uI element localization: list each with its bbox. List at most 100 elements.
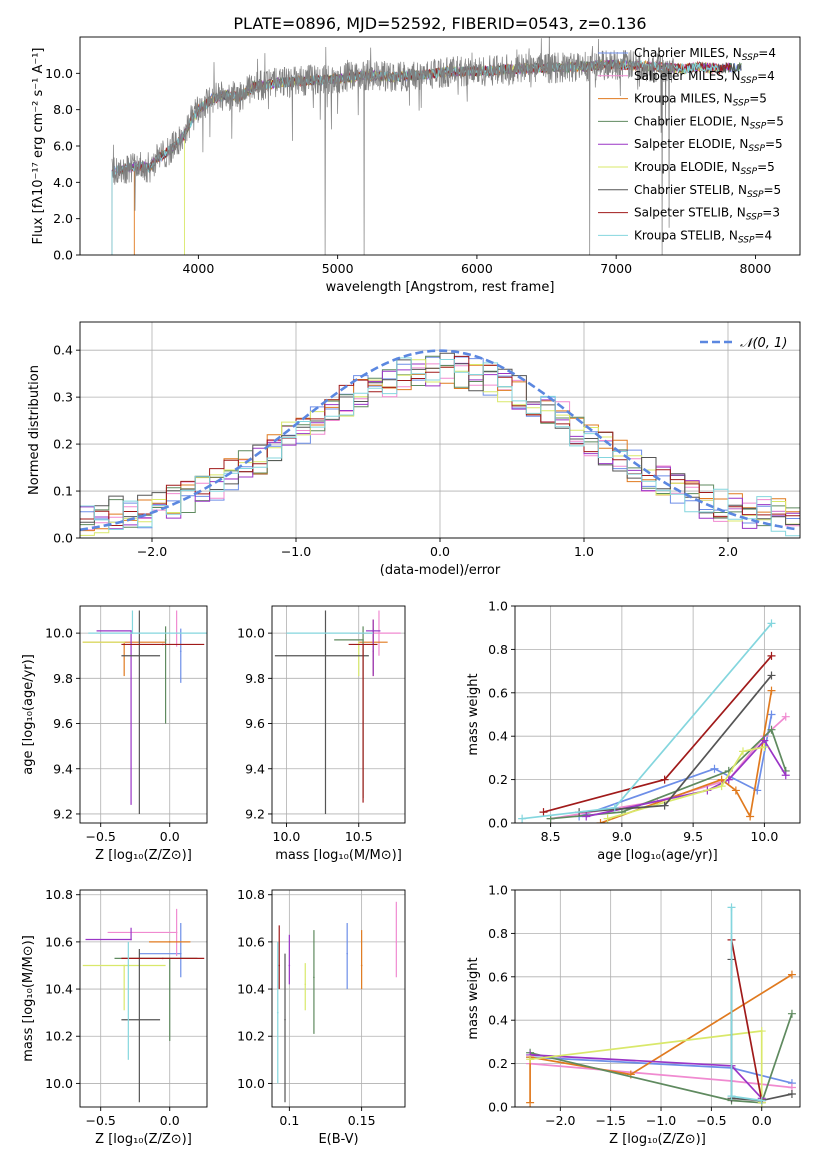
marker-kroupa-stelib: [610, 803, 619, 812]
x-tick-label: 10.5: [345, 829, 373, 844]
errorbar-chabrier-elodie: [313, 930, 315, 1034]
y-tick-label: 0.8: [488, 642, 508, 657]
axes-frame: [271, 605, 406, 824]
plot-area: [111, 37, 742, 255]
errorbar-kroupa-miles: [149, 941, 191, 943]
x-tick-label: −2.0: [545, 1113, 575, 1128]
marker-kroupa-miles: [526, 1098, 535, 1107]
y-tick-label: 10.6: [45, 934, 73, 949]
panel-massweight_vs_age: 8.5 9.0 9.5 10.0 0.0 0.2 0.4 0.6 0.8 1.0 age [log₁…: [466, 599, 801, 863]
y-tick-label: 10.0: [237, 626, 265, 641]
point-salpeter-miles: [175, 931, 178, 934]
x-tick-label: −0.5: [86, 829, 116, 844]
point-chabrier-elodie: [313, 976, 315, 979]
errorbar-salpeter-elodie: [288, 934, 291, 985]
errorbar-chabrier-stelib: [121, 948, 161, 1103]
point-chabrier-miles: [179, 650, 182, 653]
marker-kroupa-elodie: [603, 814, 612, 823]
x-axis-label: E(B-V): [318, 1132, 358, 1147]
line-chabrier-miles: [578, 714, 773, 818]
y-tick-label: 0.4: [488, 729, 508, 744]
x-tick-label: 0.1: [279, 1113, 299, 1128]
point-kroupa-stelib: [127, 964, 130, 967]
y-tick-label: 4.0: [53, 175, 73, 190]
y-tick-label: 0.3: [53, 390, 73, 405]
x-tick-label: 7000: [600, 261, 632, 276]
x-axis-label: Z [log₁₀(Z/Z⊙)]: [95, 1132, 192, 1147]
panel-spectrum: 4000 5000 6000 7000 8000 0.0 2.0 4.0 6.0 8.0 10.0 w…: [31, 36, 801, 295]
point-chabrier-elodie: [362, 639, 364, 641]
x-tick-label: −2.0: [137, 544, 167, 559]
point-kroupa-elodie: [123, 964, 125, 967]
axes-frame: [514, 605, 801, 824]
plot-area: [518, 619, 790, 823]
axes-frame: [271, 889, 406, 1108]
errorbar-chabrier-miles: [179, 628, 182, 683]
y-tick-label: 9.4: [245, 761, 265, 776]
y-tick-label: 0.8: [488, 926, 508, 941]
x-tick-label: −0.5: [696, 1113, 726, 1128]
y-tick-label: 9.6: [53, 716, 73, 731]
marker-salpeter-elodie: [781, 771, 790, 780]
marker-chabrier-stelib: [767, 671, 776, 680]
errorbar-salpeter-miles: [107, 908, 178, 957]
point-salpeter-miles: [395, 941, 398, 943]
errorbar-salpeter-stelib: [121, 643, 205, 646]
panel-age_vs_mass: 10.0 10.5 9.2 9.4 9.6 9.8 10.0 mass [log₁₀(M/M⊙…: [237, 605, 406, 863]
plot-area: [526, 903, 796, 1107]
x-tick-label: 0.0: [430, 544, 450, 559]
y-tick-label: 10.0: [45, 66, 73, 81]
legend-label-salpeter-miles: Salpeter MILES, NSSP=4: [634, 69, 775, 86]
legend-label-kroupa-elodie: Kroupa ELODIE, NSSP=5: [634, 160, 775, 177]
y-tick-label: 0.1: [53, 484, 73, 499]
grid: [80, 606, 207, 823]
errorbar-chabrier-miles: [139, 923, 182, 978]
legend: Chabrier MILES, NSSP=4 Salpeter MILES, NS…: [598, 46, 784, 245]
errorbar-kroupa-stelib: [276, 941, 279, 1084]
y-tick-label: 9.4: [53, 761, 73, 776]
marker-kroupa-stelib: [518, 814, 527, 823]
marker-salpeter-miles: [781, 712, 790, 721]
panel-mass_vs_EBV: 0.1 0.15 10.0 10.2 10.4 10.6 10.8 E(B-V): [237, 887, 406, 1147]
plot-area: [80, 349, 800, 537]
legend-label-kroupa-miles: Kroupa MILES, NSSP=5: [634, 92, 767, 109]
errorbar-kroupa-elodie: [82, 641, 125, 643]
y-tick-label: 0.0: [488, 816, 508, 831]
marker-chabrier-miles: [710, 764, 719, 773]
errorbar-salpeter-elodie: [96, 630, 132, 805]
y-tick-label: 0.6: [488, 969, 508, 984]
y-axis-label: mass [log₁₀(M/M⊙)]: [21, 935, 36, 1062]
point-chabrier-miles: [346, 952, 348, 955]
errorbar-kroupa-elodie: [82, 964, 166, 1011]
point-kroupa-miles: [168, 941, 171, 943]
x-tick-label: 10.0: [750, 829, 778, 844]
errorbar-chabrier-elodie: [114, 957, 198, 1041]
errorbar-kroupa-stelib: [286, 632, 374, 634]
marker-salpeter-stelib: [660, 775, 669, 784]
y-tick-label: 9.8: [53, 671, 73, 686]
x-tick-label: 0.0: [752, 1113, 772, 1128]
legend-label-normal: 𝒩(0, 1): [740, 336, 787, 351]
errorbar-salpeter-stelib: [348, 643, 378, 803]
line-chabrier-stelib: [579, 674, 773, 813]
point-chabrier-miles: [179, 952, 182, 955]
y-tick-label: 10.2: [237, 1029, 265, 1044]
marker-kroupa-miles: [787, 970, 796, 979]
axes-frame: [514, 889, 801, 1108]
legend-label-salpeter-elodie: Salpeter ELODIE, NSSP=5: [634, 137, 783, 154]
errorbar-chabrier-stelib: [284, 953, 286, 1103]
marker-kroupa-elodie: [757, 1027, 766, 1036]
x-tick-label: −1.0: [281, 544, 311, 559]
point-kroupa-miles: [360, 964, 363, 967]
point-kroupa-stelib: [276, 1011, 279, 1014]
grid: [272, 890, 405, 1107]
marker-kroupa-elodie: [739, 747, 747, 756]
errorbar-salpeter-elodie: [365, 619, 381, 677]
errorbar-chabrier-elodie: [334, 626, 364, 799]
marker-salpeter-stelib: [539, 808, 548, 817]
marker-kroupa-miles: [767, 686, 776, 695]
panel-massweight_vs_Z: −2.0 −1.5 −1.0 −0.5 0.0 0.0 0.2 0.4 0.6 0.8 1.0 Z […: [466, 883, 801, 1147]
plot-area: [82, 610, 207, 814]
y-tick-label: 6.0: [53, 139, 73, 154]
